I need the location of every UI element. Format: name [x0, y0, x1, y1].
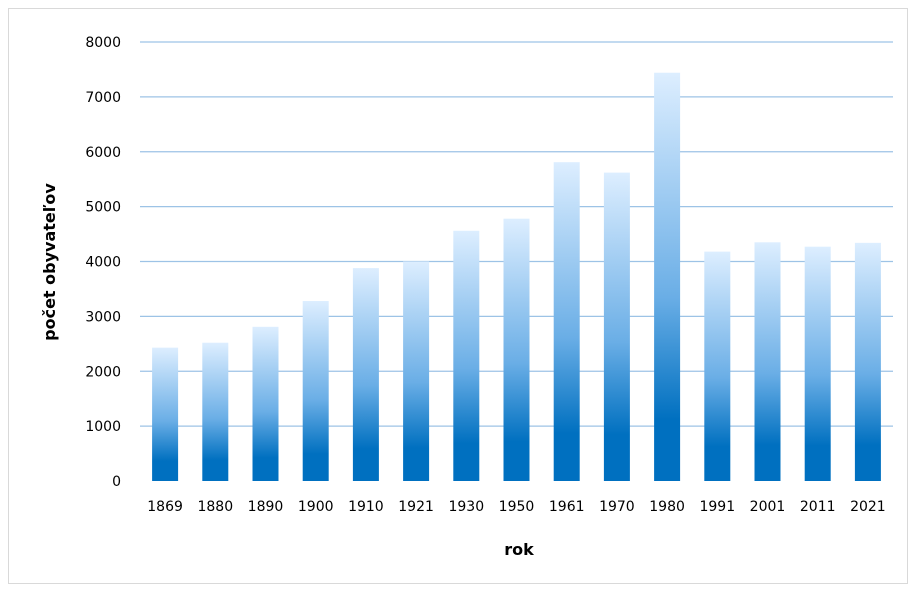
y-tick-label: 1000: [85, 419, 121, 435]
x-tick-label: 1970: [599, 499, 635, 515]
y-axis-title: počet obyvateľov: [40, 183, 59, 341]
x-tick-label: 2001: [750, 499, 786, 515]
x-tick-label: 1961: [549, 499, 585, 515]
bar-1991: [704, 251, 731, 481]
bar-1970: [603, 172, 630, 482]
x-tick-label: 1980: [649, 499, 685, 515]
bar-1910: [352, 268, 379, 481]
y-tick-labels: 0 1000 2000 3000 4000 5000 6000 7000 8000: [85, 35, 121, 490]
x-tick-label: 2021: [850, 499, 886, 515]
bars: [152, 72, 881, 482]
bar-2011: [804, 246, 831, 481]
x-tick-label: 2011: [800, 499, 836, 515]
bar-1930: [453, 230, 480, 481]
bar-1950: [503, 218, 530, 481]
x-tick-label: 1880: [197, 499, 233, 515]
bar-1900: [302, 301, 329, 481]
y-tick-label: 0: [112, 474, 121, 490]
bar-1961: [553, 162, 580, 481]
x-tick-label: 1991: [699, 499, 735, 515]
bar-1869: [152, 347, 179, 481]
x-tick-label: 1930: [448, 499, 484, 515]
y-tick-label: 5000: [85, 200, 121, 216]
x-tick-label: 1869: [147, 499, 183, 515]
x-tick-labels: 1869 1880 1890 1900 1910 1921 1930 1950 1961 1970…: [147, 499, 885, 515]
y-tick-label: 6000: [85, 145, 121, 161]
x-tick-label: 1921: [398, 499, 434, 515]
x-axis-title: rok: [504, 540, 534, 559]
x-tick-label: 1910: [348, 499, 384, 515]
bar-1890: [252, 326, 279, 481]
y-tick-label: 7000: [85, 90, 121, 106]
y-tick-label: 8000: [85, 35, 121, 51]
y-tick-label: 2000: [85, 364, 121, 380]
y-tick-label: 4000: [85, 255, 121, 271]
x-tick-label: 1900: [298, 499, 334, 515]
bar-1980: [654, 72, 681, 481]
x-tick-label: 1890: [248, 499, 284, 515]
bar-2021: [854, 242, 881, 481]
bar-1880: [202, 342, 229, 481]
x-tick-label: 1950: [499, 499, 535, 515]
bar-1921: [403, 261, 430, 481]
y-tick-label: 3000: [85, 309, 121, 325]
bar-2001: [754, 242, 781, 481]
